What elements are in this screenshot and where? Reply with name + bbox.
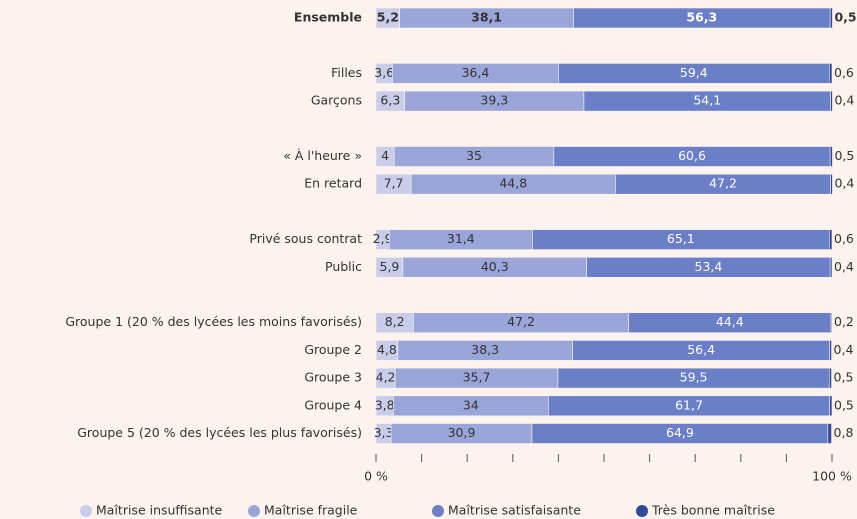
value-label: 2,9 xyxy=(373,231,393,246)
value-label: 0,4 xyxy=(834,259,854,274)
bar-segment xyxy=(829,256,833,278)
value-label: 30,9 xyxy=(448,425,476,440)
bar-segment xyxy=(830,312,833,334)
legend-swatch xyxy=(248,505,260,517)
category-label: Public xyxy=(325,259,362,274)
bar-segment xyxy=(828,63,833,84)
category-label: En retard xyxy=(304,176,362,191)
value-label: 0,6 xyxy=(834,65,854,80)
value-label: 47,2 xyxy=(507,314,535,329)
category-label: Groupe 3 xyxy=(304,370,362,385)
value-label: 64,9 xyxy=(666,425,694,440)
value-label: 7,7 xyxy=(384,176,404,191)
value-label: 6,3 xyxy=(380,93,400,108)
value-label: 39,3 xyxy=(480,93,508,108)
value-label: 35 xyxy=(466,148,482,163)
value-label: 4,2 xyxy=(376,370,396,385)
value-label: 0,4 xyxy=(834,342,854,357)
value-label: 0,6 xyxy=(834,231,854,246)
value-label: 61,7 xyxy=(675,397,703,412)
value-label: 38,1 xyxy=(471,10,502,25)
value-label: 36,4 xyxy=(461,65,489,80)
value-label: 35,7 xyxy=(463,370,491,385)
category-label: Groupe 2 xyxy=(304,342,362,357)
value-label: 3,8 xyxy=(375,397,395,412)
value-label: 44,4 xyxy=(716,314,744,329)
bar-segment xyxy=(827,423,832,444)
category-label: « À l'heure » xyxy=(283,148,362,163)
value-label: 47,2 xyxy=(709,176,737,191)
legend-swatch xyxy=(636,505,648,517)
value-label: 0,5 xyxy=(834,148,854,163)
bar-segment xyxy=(830,90,833,112)
bar-segment xyxy=(828,229,833,250)
bar-segment xyxy=(829,7,833,29)
value-label: 0,5 xyxy=(834,370,854,385)
bar-segment xyxy=(830,173,833,195)
legend-label: Maîtrise satisfaisante xyxy=(448,503,581,518)
value-label: 60,6 xyxy=(678,148,706,163)
category-label: Groupe 1 (20 % des lycées les moins favo… xyxy=(65,314,362,329)
value-label: 40,3 xyxy=(481,259,509,274)
value-label: 56,3 xyxy=(686,10,717,25)
value-label: 38,3 xyxy=(471,342,499,357)
bar-segment xyxy=(828,367,832,389)
legend-swatch xyxy=(432,505,444,517)
category-label: Groupe 4 xyxy=(304,397,362,412)
bar-segment xyxy=(829,146,833,167)
category-label: Groupe 5 (20 % des lycées les plus favor… xyxy=(77,425,362,440)
category-label: Filles xyxy=(331,65,362,80)
value-label: 0,4 xyxy=(834,176,854,191)
value-label: 56,4 xyxy=(687,342,715,357)
value-label: 5,2 xyxy=(377,10,399,25)
x-tick-label: 0 % xyxy=(364,469,388,484)
value-label: 59,4 xyxy=(680,65,708,80)
value-label: 0,4 xyxy=(834,93,854,108)
value-label: 8,2 xyxy=(385,314,405,329)
value-label: 3,3 xyxy=(374,425,394,440)
x-tick-label: 100 % xyxy=(812,469,852,484)
category-label: Garçons xyxy=(311,93,362,108)
legend-label: Maîtrise insuffisante xyxy=(96,503,223,518)
value-label: 4 xyxy=(381,148,389,163)
value-label: 31,4 xyxy=(447,231,475,246)
value-label: 0,2 xyxy=(834,314,854,329)
value-label: 0,5 xyxy=(834,397,854,412)
legend-label: Très bonne maîtrise xyxy=(651,503,775,518)
value-label: 4,8 xyxy=(377,342,397,357)
value-label: 54,1 xyxy=(693,93,721,108)
value-label: 3,6 xyxy=(374,65,394,80)
value-label: 0,8 xyxy=(834,425,854,440)
legend-swatch xyxy=(80,505,92,517)
category-label: Ensemble xyxy=(294,10,362,25)
legend-label: Maîtrise fragile xyxy=(264,503,358,518)
value-label: 34 xyxy=(463,397,479,412)
bar-segment xyxy=(829,340,832,361)
value-label: 44,8 xyxy=(499,176,527,191)
category-label: Privé sous contrat xyxy=(249,231,362,246)
value-label: 5,9 xyxy=(380,259,400,274)
value-label: 53,4 xyxy=(695,259,723,274)
bar-segment xyxy=(829,395,833,417)
value-label: 0,5 xyxy=(834,10,856,25)
value-label: 59,5 xyxy=(680,370,708,385)
value-label: 65,1 xyxy=(667,231,695,246)
